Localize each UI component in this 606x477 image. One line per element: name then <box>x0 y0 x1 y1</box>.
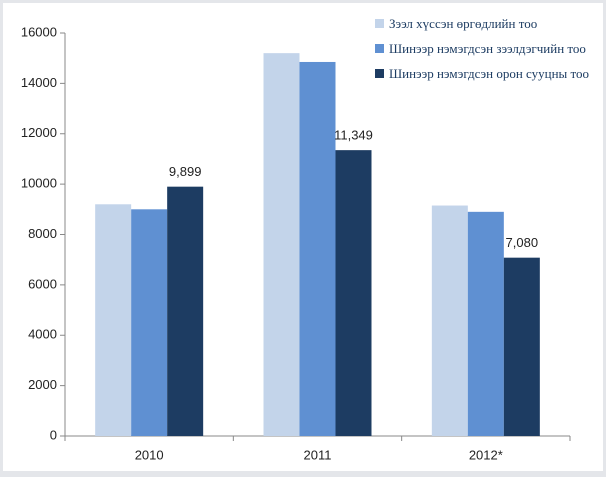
legend: Зээл хүссэн өргөдлийн тоо Шинээр нэмэгдсэ… <box>375 15 601 90</box>
legend-label: Зээл хүссэн өргөдлийн тоо <box>389 16 538 31</box>
bar <box>467 211 504 436</box>
y-tick-label: 16000 <box>21 24 57 39</box>
data-label: 7,080 <box>506 235 539 250</box>
legend-item: Шинээр нэмэгдсэн зээлдэгчийн тоо <box>375 40 601 57</box>
bar <box>263 53 300 437</box>
legend-label: Шинээр нэмэгдсэн зээлдэгчийн тоо <box>389 41 586 56</box>
y-tick-label: 10000 <box>21 176 57 191</box>
y-tick-label: 2000 <box>28 377 57 392</box>
legend-item: Шинээр нэмэгдсэн орон сууцны тоо <box>375 65 601 82</box>
y-tick-label: 12000 <box>21 125 57 140</box>
bar <box>503 257 540 436</box>
bar <box>95 204 132 436</box>
y-tick-label: 0 <box>50 427 57 442</box>
bar <box>299 61 336 436</box>
legend-label: Шинээр нэмэгдсэн орон сууцны тоо <box>389 66 590 81</box>
data-label: 9,899 <box>169 164 202 179</box>
data-label: 11,349 <box>334 128 373 143</box>
x-tick-label: 2011 <box>304 447 332 462</box>
y-tick-label: 4000 <box>28 327 57 342</box>
y-tick-label: 6000 <box>28 276 57 291</box>
legend-swatch <box>375 19 384 28</box>
chart-panel: 0 2000 4000 6000 8000 10000 12000 14000 16000 201… <box>3 3 603 471</box>
legend-swatch <box>375 69 384 78</box>
legend-swatch <box>375 44 384 53</box>
y-tick-label: 14000 <box>21 75 57 90</box>
legend-item: Зээл хүссэн өргөдлийн тоо <box>375 15 601 32</box>
chart: 0 2000 4000 6000 8000 10000 12000 14000 16000 201… <box>21 24 571 462</box>
bar <box>167 186 204 436</box>
bar <box>335 150 372 436</box>
x-tick-label: 2012* <box>469 447 503 462</box>
y-tick-label: 8000 <box>28 226 57 241</box>
x-tick-label: 2010 <box>135 447 164 462</box>
bar <box>431 205 468 436</box>
bar <box>131 209 168 436</box>
